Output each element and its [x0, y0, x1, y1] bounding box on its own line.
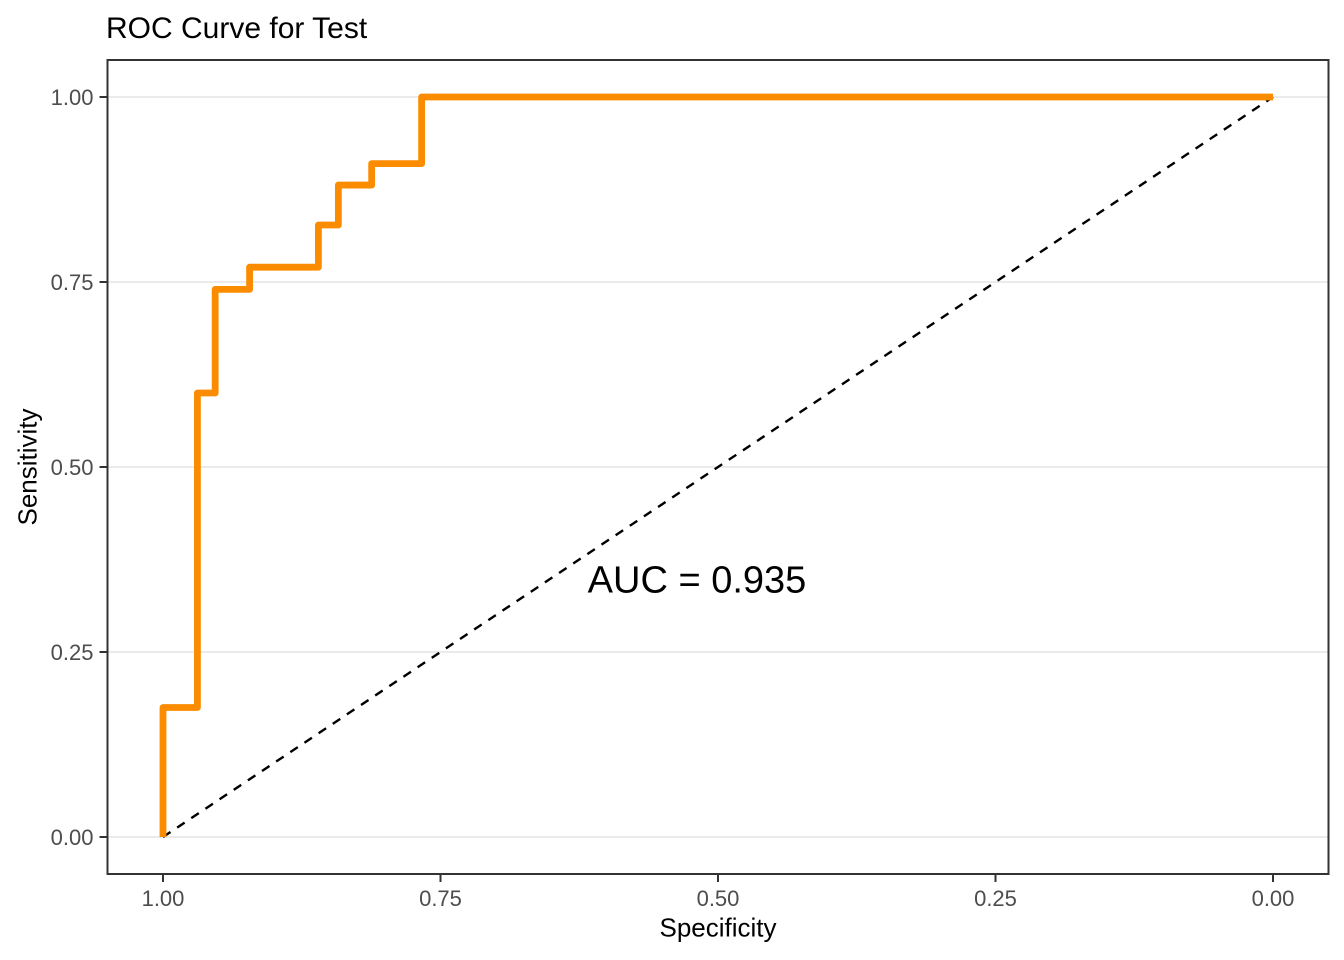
y-tick-label: 0.50: [51, 455, 94, 480]
x-tick-label: 1.00: [142, 886, 185, 911]
y-tick-label: 0.25: [51, 640, 94, 665]
y-tick-label: 1.00: [51, 85, 94, 110]
roc-curve-line: [159, 93, 1273, 837]
x-tick-label: 0.75: [419, 886, 462, 911]
chart-title: ROC Curve for Test: [106, 12, 368, 45]
x-tick-label: 0.25: [974, 886, 1017, 911]
chance-diagonal-line: [162, 96, 1274, 838]
y-axis-title: Sensitivity: [12, 408, 43, 526]
y-tick-label: 0.75: [51, 270, 94, 295]
x-tick-label: 0.00: [1252, 886, 1295, 911]
x-tick-label: 0.50: [697, 886, 740, 911]
y-tick-label: 0.00: [51, 825, 94, 850]
auc-annotation: AUC = 0.935: [587, 559, 807, 602]
x-axis-title: Specificity: [659, 912, 777, 943]
